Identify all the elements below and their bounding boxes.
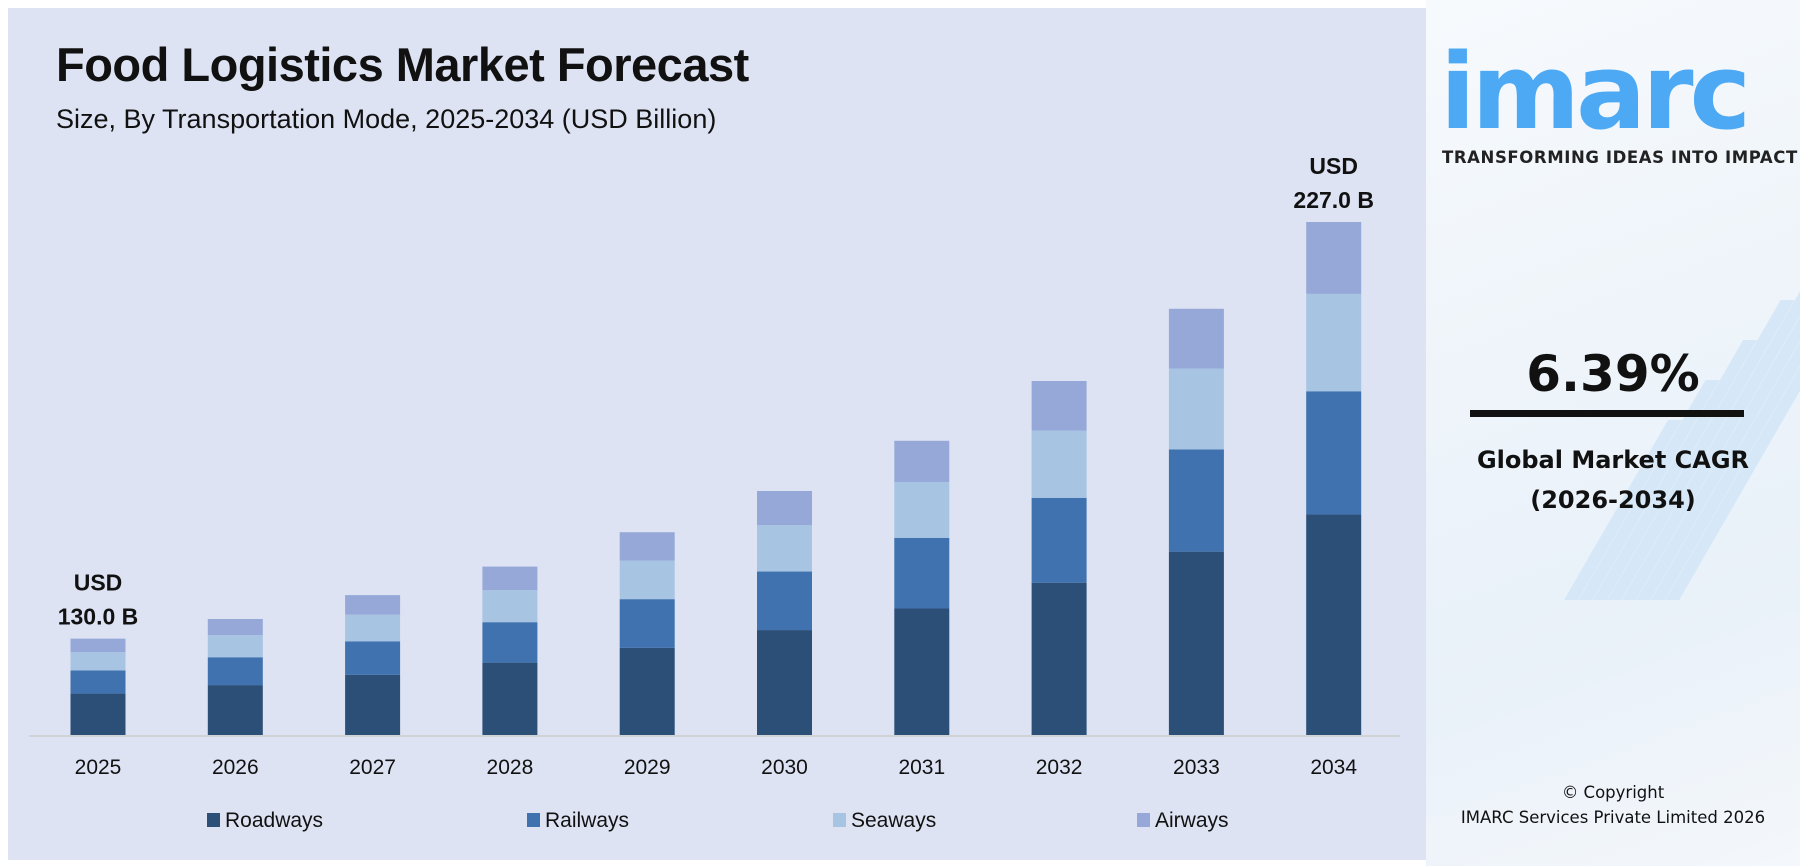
bar-segment-airways-2026 xyxy=(207,618,263,636)
bar-segment-seaways-2030 xyxy=(757,525,812,572)
bar-segment-railways-2027 xyxy=(345,641,401,675)
stacked-bar-chart: 2025 USD 130.0 B 2026 2027 2028 2029 2030 2031 20… xyxy=(29,153,1400,832)
bar-segment-airways-2028 xyxy=(482,566,538,591)
bar-segment-roadways-2026 xyxy=(207,685,263,735)
copyright: © Copyright IMARC Services Private Limit… xyxy=(1426,780,1800,830)
bar-segment-airways-2034 xyxy=(1306,222,1362,294)
bar-segment-seaways-2025 xyxy=(70,652,126,671)
legend-swatch-airways xyxy=(1137,813,1150,827)
x-tick-label: 2032 xyxy=(1036,756,1083,779)
brand-tagline: TRANSFORMING IDEAS INTO IMPACT xyxy=(1442,148,1798,167)
chart-title: Food Logistics Market Forecast xyxy=(56,38,749,91)
copyright-line2: IMARC Services Private Limited 2026 xyxy=(1460,808,1766,827)
bar-segment-seaways-2032 xyxy=(1031,430,1087,498)
bar-segment-roadways-2031 xyxy=(894,608,950,735)
total-annotation-usd: USD xyxy=(74,570,123,596)
bar-segment-airways-2033 xyxy=(1168,308,1224,369)
bar-segment-seaways-2033 xyxy=(1168,368,1224,450)
bar-segment-roadways-2033 xyxy=(1168,551,1224,735)
legend-swatch-roadways xyxy=(207,813,220,827)
total-annotation-value: 227.0 B xyxy=(1293,187,1374,213)
bar-segment-railways-2026 xyxy=(207,657,263,686)
bar-segment-seaways-2028 xyxy=(482,590,538,623)
cagr-label-line1: Global Market CAGR xyxy=(1476,446,1750,474)
chart-subtitle: Size, By Transportation Mode, 2025-2034 … xyxy=(56,104,717,134)
legend-label-roadways: Roadways xyxy=(225,809,323,832)
bar-segment-airways-2031 xyxy=(894,440,950,482)
bar-segment-railways-2032 xyxy=(1031,497,1087,583)
bar-segment-airways-2029 xyxy=(619,532,675,561)
legend-swatch-railways xyxy=(527,813,540,827)
legend-label-airways: Airways xyxy=(1155,809,1229,832)
bar-segment-seaways-2034 xyxy=(1306,293,1362,392)
x-tick-label: 2034 xyxy=(1310,756,1357,779)
bar-segment-airways-2030 xyxy=(757,490,812,526)
x-tick-label: 2028 xyxy=(487,756,534,779)
bar-segment-roadways-2029 xyxy=(619,647,675,735)
cagr-label: Global Market CAGR (2026-2034) xyxy=(1426,440,1800,520)
legend-label-railways: Railways xyxy=(545,809,629,832)
x-tick-label: 2031 xyxy=(898,756,945,779)
info-panel: imarc TRANSFORMING IDEAS INTO IMPACT 6.3… xyxy=(1426,0,1800,866)
bar-segment-seaways-2031 xyxy=(894,481,950,538)
bar-segment-roadways-2025 xyxy=(70,693,126,735)
bar-segment-railways-2029 xyxy=(619,599,675,648)
bar-segment-roadways-2030 xyxy=(757,630,812,735)
x-tick-label: 2025 xyxy=(75,756,122,779)
copyright-line1: © Copyright xyxy=(1561,783,1665,802)
bar-segment-railways-2025 xyxy=(70,670,126,694)
cagr-value: 6.39% xyxy=(1526,345,1700,403)
bar-segment-railways-2033 xyxy=(1168,449,1224,552)
bar-segment-seaways-2026 xyxy=(207,635,263,658)
bar-segment-airways-2027 xyxy=(345,595,401,615)
bar-segment-railways-2030 xyxy=(757,571,812,631)
x-tick-label: 2030 xyxy=(761,756,808,779)
cagr-divider xyxy=(1470,410,1744,417)
x-tick-label: 2033 xyxy=(1173,756,1220,779)
bar-segment-railways-2034 xyxy=(1306,391,1362,515)
total-annotation-usd: USD xyxy=(1309,153,1358,179)
bar-segment-seaways-2029 xyxy=(619,560,675,600)
cagr-label-line2: (2026-2034) xyxy=(1530,486,1696,514)
x-tick-label: 2029 xyxy=(624,756,671,779)
bar-segment-roadways-2032 xyxy=(1031,582,1087,735)
bar-segment-airways-2025 xyxy=(70,638,126,653)
bar-segment-airways-2032 xyxy=(1031,380,1087,431)
legend-label-seaways: Seaways xyxy=(851,809,936,832)
x-tick-label: 2027 xyxy=(349,756,396,779)
bar-segment-roadways-2034 xyxy=(1306,514,1362,735)
total-annotation-value: 130.0 B xyxy=(58,604,139,630)
bar-segment-roadways-2028 xyxy=(482,662,538,735)
bar-segment-seaways-2027 xyxy=(345,614,401,642)
bar-segment-railways-2028 xyxy=(482,622,538,663)
x-tick-label: 2026 xyxy=(212,756,259,779)
imarc-logo: imarc xyxy=(1440,44,1748,140)
bar-segment-roadways-2027 xyxy=(345,674,401,735)
legend-swatch-seaways xyxy=(833,813,846,827)
bar-segment-railways-2031 xyxy=(894,537,950,609)
